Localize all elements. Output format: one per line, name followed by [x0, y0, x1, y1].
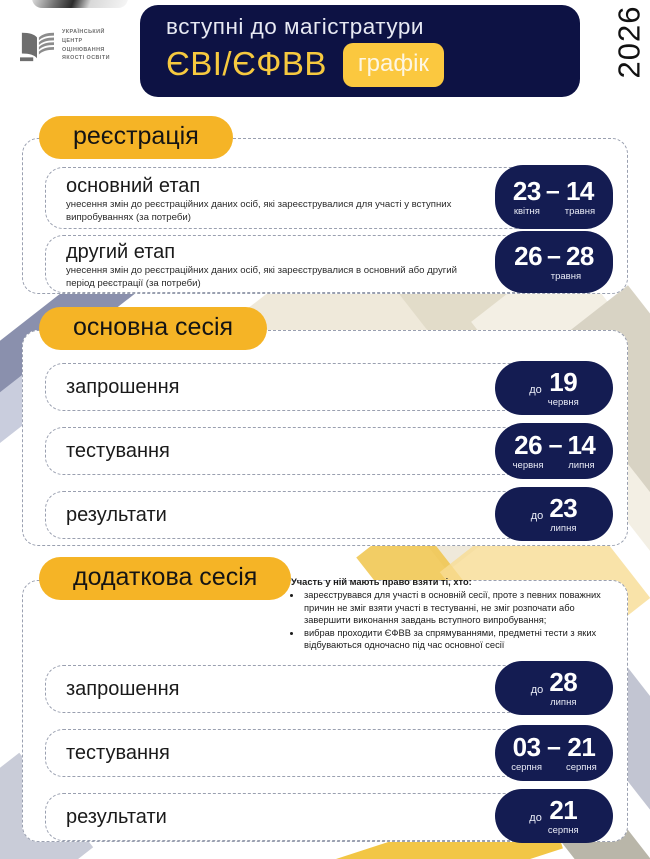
badge-day: 19	[549, 366, 578, 397]
badge-month: червня	[512, 459, 544, 471]
badge-prefix: до	[529, 384, 542, 396]
row-description: унесення змін до реєстраційних даних осі…	[66, 265, 458, 289]
badge-start: 26	[514, 243, 542, 269]
date-badge-main-testing: 26 червня – 14 липня	[495, 423, 613, 479]
ucoyao-logo: УКРАЇНСЬКИЙ ЦЕНТР ОЦІНЮВАННЯ ЯКОСТІ ОСВІТИ	[18, 28, 110, 63]
section-registration: реєстрація основний етап унесення змін д…	[22, 116, 628, 294]
badge-month: серпня	[511, 761, 543, 773]
row-title: тестування	[66, 439, 170, 462]
badge-day: 03	[512, 731, 541, 762]
logo-text: УКРАЇНСЬКИЙ ЦЕНТР ОЦІНЮВАННЯ ЯКОСТІ ОСВІТИ	[62, 29, 110, 62]
note-bullet: вибрав проходити ЄФВВ за спрямуваннями, …	[302, 627, 601, 652]
badge-month: квітня	[513, 205, 540, 217]
badge-prefix: до	[530, 684, 544, 696]
badge-value: 19 червня	[548, 369, 579, 408]
section-pill-extra-session: додаткова сесія	[39, 557, 292, 600]
badge-day: 28	[565, 240, 594, 271]
badge-value: 23 липня	[549, 495, 577, 534]
date-badge-extra-invitation: до 28 липня	[495, 661, 613, 715]
date-badge-main-results: до 23 липня	[495, 487, 613, 541]
badge-day: 14	[567, 429, 596, 460]
badge-day: 21	[549, 794, 578, 825]
badge-dash: –	[545, 176, 560, 205]
page-title: ЄВІ/ЄФВВ	[166, 45, 327, 83]
date-badge-extra-results: до 21 серпня	[495, 789, 613, 843]
badge-day: 26	[514, 429, 543, 460]
row-title: другий етап	[66, 241, 176, 263]
badge-end: 28 травня	[551, 240, 595, 282]
header-card: вступні до магістратури ЄВІ/ЄФВВ графік	[140, 5, 580, 97]
badge-start: 23 квітня	[513, 178, 541, 217]
date-badge-main-invitation: до 19 червня	[495, 361, 613, 415]
badge-day: 23	[512, 175, 541, 206]
schedule-badge: графік	[342, 42, 444, 87]
badge-value: 28 липня	[549, 669, 577, 708]
badge-dash: –	[548, 430, 563, 459]
badge-day: 21	[567, 731, 596, 762]
header-photo-thumbnail	[32, 0, 128, 8]
section-main-session: основна сесія запрошення до 19 червня те…	[22, 307, 628, 546]
year-label: 2026	[611, 5, 647, 79]
badge-month: серпня	[547, 824, 579, 836]
badge-end: 14 травня	[565, 178, 595, 217]
badge-month: травня	[550, 270, 582, 282]
open-book-icon	[20, 32, 54, 61]
row-title: запрошення	[66, 677, 180, 700]
row-title: основний етап	[66, 175, 201, 197]
row-description: унесення змін до реєстраційних даних осі…	[66, 199, 452, 223]
section-pill-registration: реєстрація	[39, 116, 233, 159]
badge-month: липня	[550, 696, 577, 708]
note-bullet-list: зареєструвався для участі в основній сес…	[302, 589, 601, 651]
note-bullet: зареєструвався для участі в основній сес…	[302, 589, 601, 626]
badge-day: 14	[565, 175, 594, 206]
header-subtitle: вступні до магістратури	[166, 14, 424, 39]
badge-end: 21 серпня	[566, 734, 597, 773]
note-heading: Участь у ній мають право взяти ті, хто:	[291, 577, 472, 587]
row-title: результати	[66, 805, 167, 828]
badge-day: 28	[549, 666, 578, 697]
badge-month: червня	[547, 396, 579, 408]
badge-start: 03 серпня	[511, 734, 542, 773]
date-badge-registration-main: 23 квітня – 14 травня	[495, 165, 613, 229]
badge-dash: –	[547, 732, 561, 761]
row-title: запрошення	[66, 375, 180, 398]
extra-session-note: Участь у ній мають право взяти ті, хто: …	[291, 576, 601, 652]
badge-value: 21 серпня	[548, 797, 579, 836]
badge-day: 23	[549, 492, 578, 523]
badge-month: травня	[564, 205, 596, 217]
section-pill-main-session: основна сесія	[39, 307, 268, 350]
badge-day: 26	[514, 240, 543, 271]
section-extra-session: додаткова сесія Участь у ній мають право…	[22, 557, 628, 843]
row-title: результати	[66, 503, 167, 526]
header-title-row: ЄВІ/ЄФВВ графік	[166, 42, 580, 87]
row-title: тестування	[66, 741, 170, 764]
badge-month: липня	[568, 459, 595, 471]
badge-prefix: до	[530, 510, 544, 522]
badge-dash: –	[547, 241, 561, 270]
badge-month: липня	[550, 522, 577, 534]
badge-month: серпня	[565, 761, 597, 773]
badge-end: 14 липня	[567, 432, 595, 471]
date-badge-extra-testing: 03 серпня – 21 серпня	[495, 725, 613, 781]
badge-prefix: до	[529, 812, 542, 824]
date-badge-registration-second: 26 – 28 травня	[495, 231, 613, 293]
badge-start: 26 червня	[513, 432, 544, 471]
